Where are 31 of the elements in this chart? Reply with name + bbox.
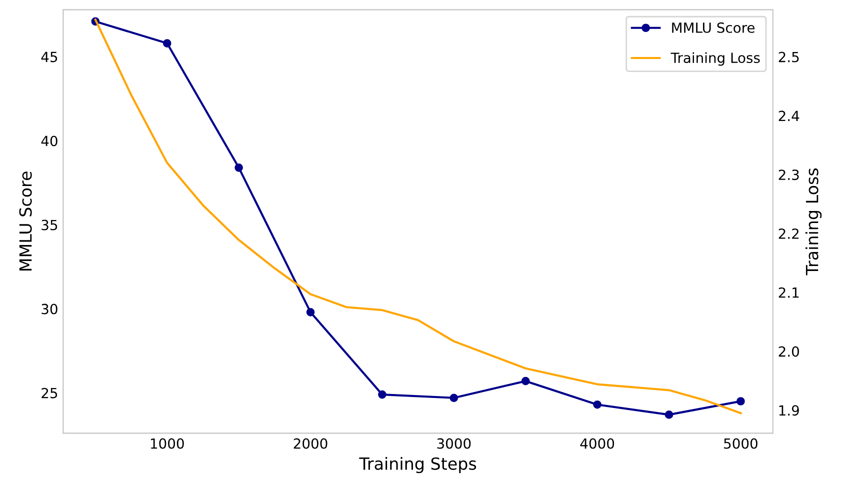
point [736, 397, 745, 406]
y2-tick-label: 2.3 [778, 170, 799, 180]
point [593, 400, 602, 409]
point [162, 39, 172, 48]
y-axis-title: MMLU Score [19, 172, 32, 270]
x-tick-label: 2000 [294, 438, 328, 449]
y-tick-label: 35 [42, 220, 58, 230]
point [521, 376, 530, 386]
point [664, 410, 674, 419]
y-tick-label: 25 [42, 388, 58, 398]
y-tick-label: 30 [42, 304, 58, 314]
point [450, 394, 458, 402]
point [306, 308, 315, 316]
legend-label: Training Loss [670, 52, 760, 66]
y2-tick-label: 1.9 [779, 405, 799, 416]
x-tick-label: 4000 [580, 438, 614, 449]
y2-tick-label: 2.0 [778, 346, 799, 357]
y-tick-label: 40 [41, 136, 58, 146]
legend-label: MMLU Score [672, 22, 755, 33]
x-tick-label: 3000 [437, 438, 471, 449]
y-tick-label: 45 [41, 52, 58, 62]
y2-tick-label: 2.2 [778, 228, 799, 239]
y2-tick-label: 2.1 [778, 287, 799, 298]
y2-tick-label: 2.4 [778, 110, 800, 121]
x-tick-label: 5000 [724, 438, 758, 449]
y2-axis-title: Training Loss [805, 168, 822, 276]
point [378, 390, 386, 399]
x-tick-label: 1000 [150, 438, 184, 449]
x-axis-title: Training Steps [359, 457, 476, 474]
y2-tick-label: 2.5 [778, 52, 799, 62]
point [234, 163, 243, 172]
